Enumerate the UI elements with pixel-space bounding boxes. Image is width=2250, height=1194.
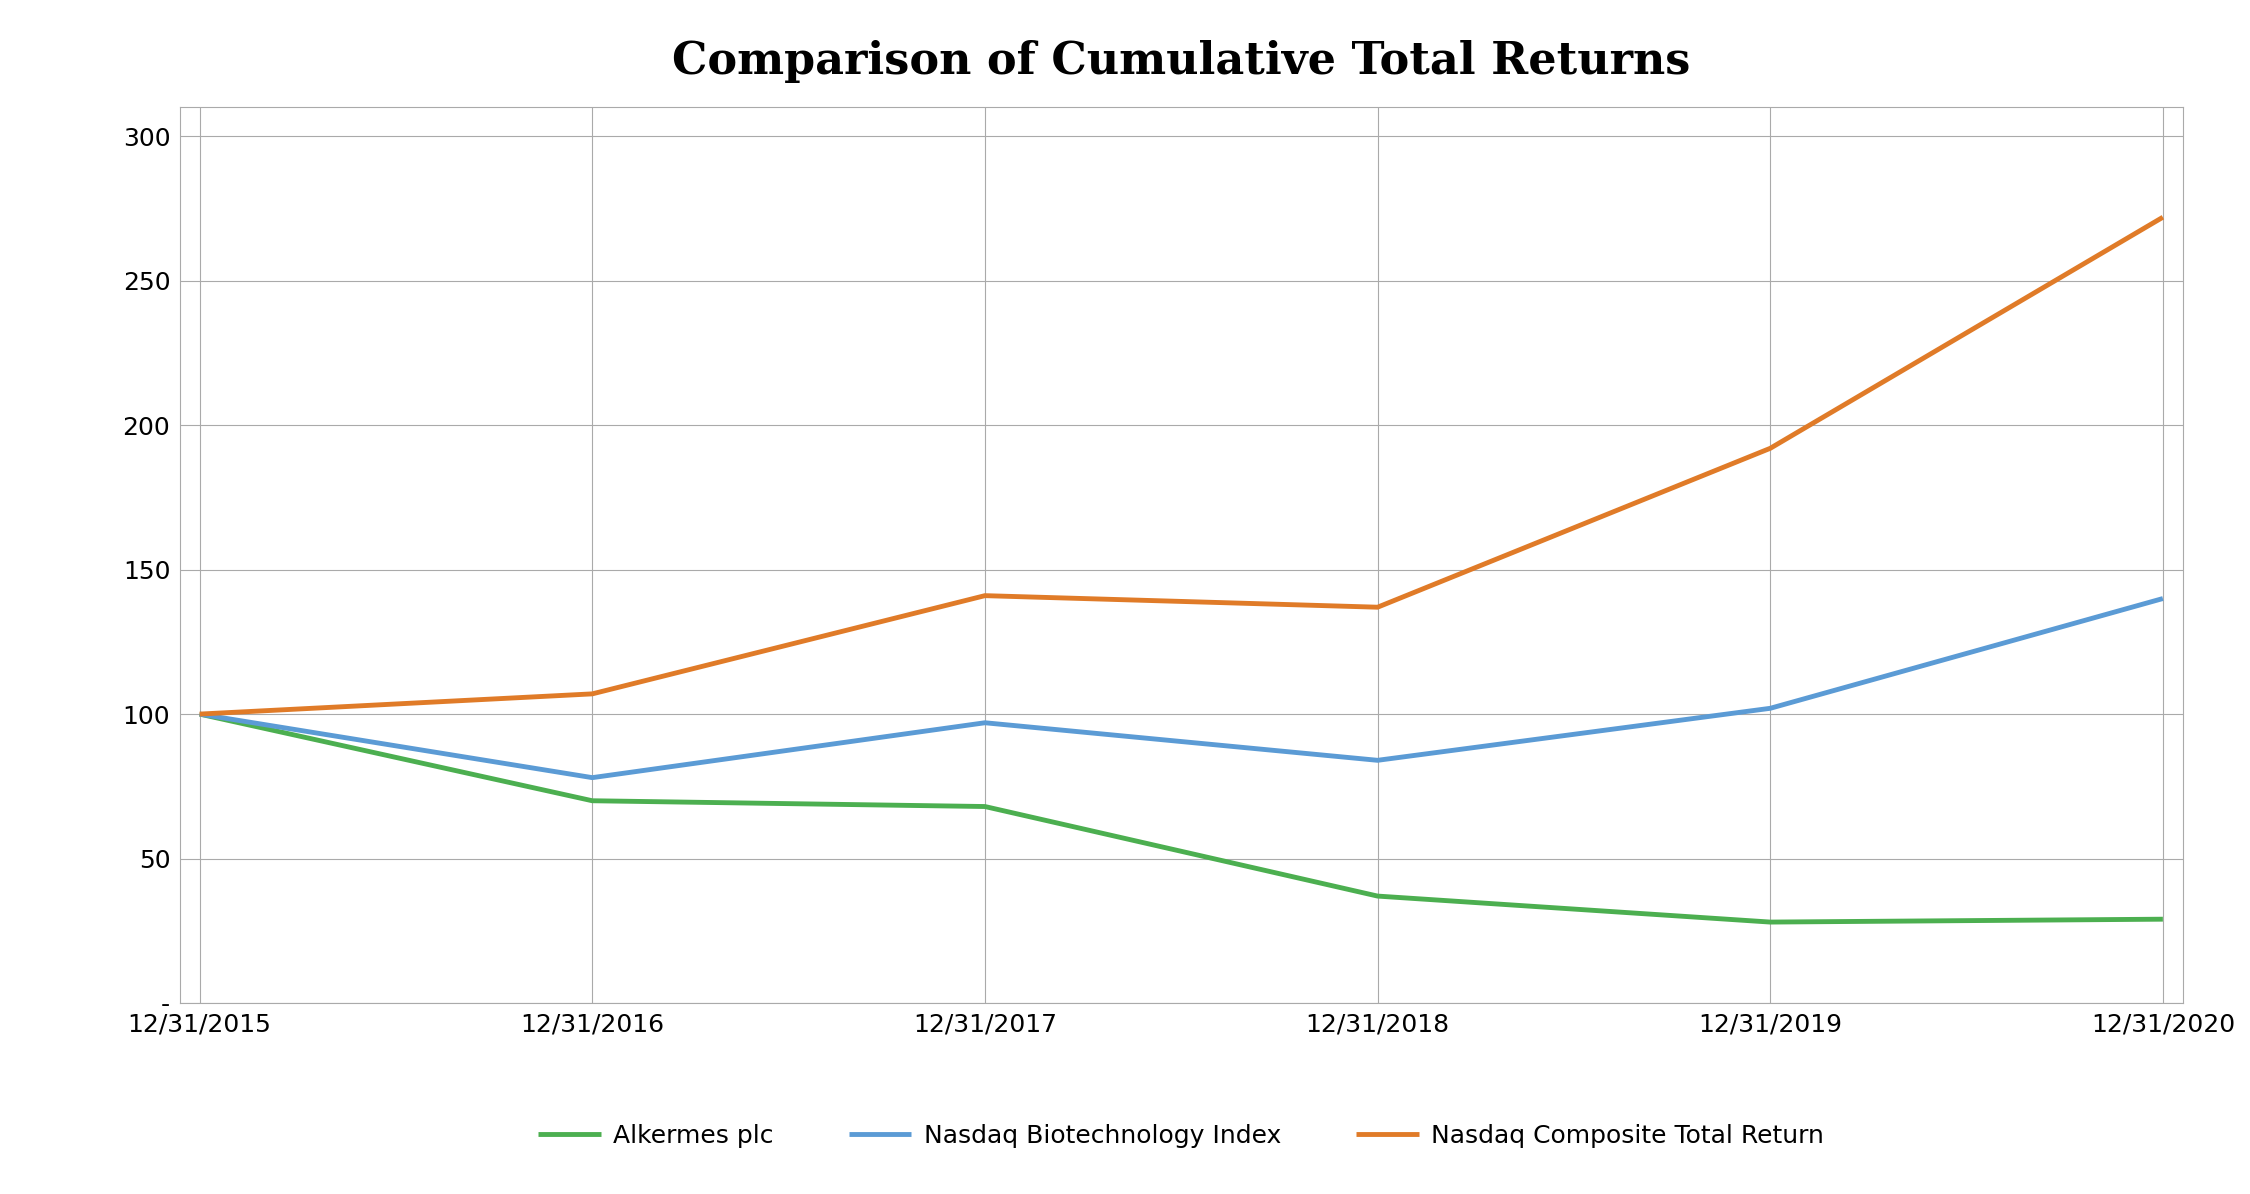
Nasdaq Biotechnology Index — [1757, 701, 1784, 715]
Line: Nasdaq Composite Total Return: Nasdaq Composite Total Return — [200, 217, 2162, 714]
Alkermes plc — [2149, 912, 2176, 927]
Title: Comparison of Cumulative Total Returns: Comparison of Cumulative Total Returns — [673, 41, 1690, 84]
Nasdaq Biotechnology Index — [972, 715, 999, 730]
Line: Alkermes plc: Alkermes plc — [200, 714, 2162, 922]
Nasdaq Composite Total Return — [1757, 441, 1784, 455]
Nasdaq Biotechnology Index — [2149, 591, 2176, 605]
Alkermes plc — [1757, 915, 1784, 929]
Legend: Alkermes plc, Nasdaq Biotechnology Index, Nasdaq Composite Total Return: Alkermes plc, Nasdaq Biotechnology Index… — [529, 1114, 1834, 1158]
Alkermes plc — [578, 794, 605, 808]
Nasdaq Composite Total Return — [578, 687, 605, 701]
Nasdaq Biotechnology Index — [578, 770, 605, 784]
Nasdaq Composite Total Return — [972, 589, 999, 603]
Alkermes plc — [972, 799, 999, 813]
Nasdaq Composite Total Return — [2149, 210, 2176, 224]
Nasdaq Biotechnology Index — [1364, 753, 1390, 768]
Nasdaq Composite Total Return — [1364, 601, 1390, 615]
Nasdaq Composite Total Return — [187, 707, 214, 721]
Nasdaq Biotechnology Index — [187, 707, 214, 721]
Alkermes plc — [187, 707, 214, 721]
Alkermes plc — [1364, 888, 1390, 903]
Line: Nasdaq Biotechnology Index: Nasdaq Biotechnology Index — [200, 598, 2162, 777]
